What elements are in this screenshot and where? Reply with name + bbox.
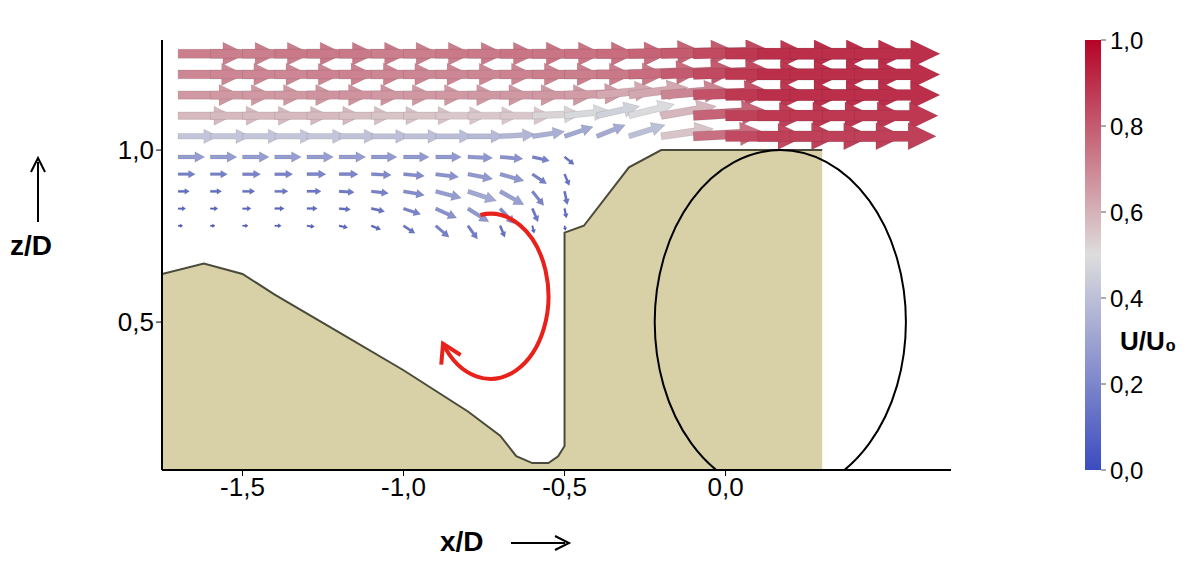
html-text:x/D: x/D xyxy=(440,526,484,557)
svg-text:0,2: 0,2 xyxy=(1110,371,1143,398)
svg-text:0,4: 0,4 xyxy=(1110,285,1143,312)
svg-text:0,8: 0,8 xyxy=(1110,113,1143,140)
svg-text:1,0: 1,0 xyxy=(1110,27,1143,54)
svg-text:0,6: 0,6 xyxy=(1110,199,1143,226)
svg-text:1,0: 1,0 xyxy=(118,135,154,165)
html-text:z/D: z/D xyxy=(10,230,52,261)
svg-text:0,5: 0,5 xyxy=(118,307,154,337)
svg-text:-1,5: -1,5 xyxy=(220,472,265,502)
svg-text:0,0: 0,0 xyxy=(707,472,743,502)
svg-text:-0,5: -0,5 xyxy=(542,472,587,502)
svg-text:-1,0: -1,0 xyxy=(381,472,426,502)
svg-text:U/U₀: U/U₀ xyxy=(1120,326,1177,356)
svg-text:0,0: 0,0 xyxy=(1110,457,1143,484)
